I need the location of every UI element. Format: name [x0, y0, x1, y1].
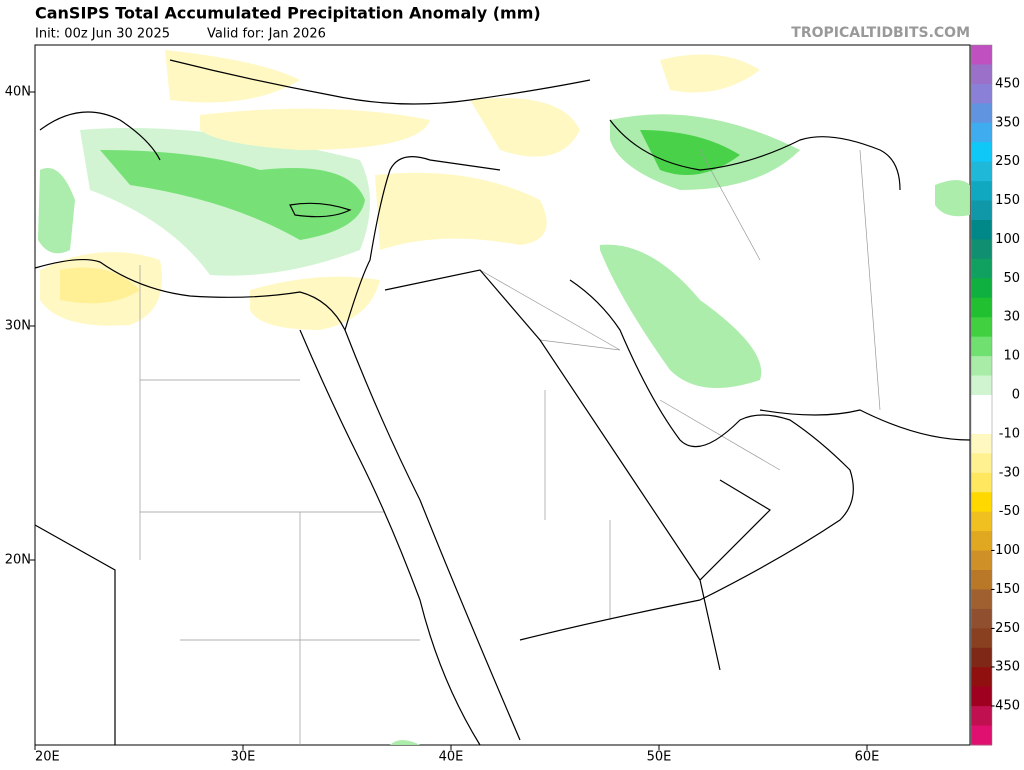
- colorbar-swatch: [971, 511, 992, 532]
- colorbar-label: 250: [995, 154, 1020, 169]
- lat-label: 40N: [5, 85, 31, 100]
- colorbar-swatch: [971, 356, 992, 377]
- coastlines: [34, 59, 971, 746]
- colorbar-label: -450: [990, 699, 1020, 714]
- lon-label: 20E: [35, 750, 60, 765]
- colorbar-label: 100: [995, 232, 1020, 247]
- map: [34, 44, 971, 746]
- colorbar-label: 450: [995, 76, 1020, 91]
- colorbar-swatch: [971, 258, 992, 279]
- axes: 20E 30E 40E 50E 60E 40N 30N 20N: [5, 85, 880, 765]
- colorbar-label: -50: [999, 504, 1020, 519]
- init-label: Init: 00z Jun 30 2025: [35, 27, 170, 42]
- colorbar-swatch: [971, 336, 992, 357]
- colorbar-swatch: [971, 181, 992, 202]
- colorbar-swatch: [971, 550, 992, 571]
- colorbar-swatch: [971, 317, 992, 338]
- colorbar-swatch: [971, 200, 992, 221]
- colorbar-frame: [970, 44, 993, 746]
- colorbar-swatch: [971, 706, 992, 727]
- colorbar-swatch: [971, 531, 992, 552]
- colorbar-swatch: [971, 103, 992, 124]
- colorbar-swatch: [971, 83, 992, 104]
- colorbar-swatch: [971, 414, 992, 435]
- colorbar-swatch: [971, 453, 992, 474]
- colorbar-swatch: [971, 725, 992, 746]
- colorbar-label: 10: [1003, 349, 1020, 364]
- lon-label: 40E: [439, 750, 464, 765]
- colorbar-swatch: [971, 297, 992, 318]
- colorbar-swatch: [971, 433, 992, 454]
- colorbar-swatch: [971, 375, 992, 396]
- colorbar-label: 150: [995, 193, 1020, 208]
- colorbar: 4503502501501005030100-10-30-50-100-150-…: [970, 44, 1020, 746]
- colorbar-label: 0: [1012, 388, 1020, 403]
- colorbar-label: 50: [1003, 271, 1020, 286]
- colorbar-swatch: [971, 161, 992, 182]
- colorbar-label: 30: [1003, 310, 1020, 325]
- colorbar-swatch: [971, 239, 992, 260]
- watermark: TROPICALTIDBITS.COM: [791, 25, 970, 41]
- colorbar-swatch: [971, 667, 992, 688]
- colorbar-swatch: [971, 589, 992, 610]
- colorbar-label: -30: [999, 465, 1020, 480]
- colorbar-swatch: [971, 142, 992, 163]
- colorbar-label: -150: [990, 582, 1020, 597]
- lat-label: 20N: [5, 553, 31, 568]
- borders: [139, 149, 881, 745]
- colorbar-label: 350: [995, 115, 1020, 130]
- lon-label: 30E: [231, 750, 256, 765]
- colorbar-swatch: [971, 64, 992, 85]
- colorbar-label: -100: [990, 543, 1020, 558]
- colorbar-swatch: [971, 472, 992, 493]
- colorbar-swatch: [971, 570, 992, 590]
- valid-label: Valid for: Jan 2026: [207, 27, 326, 42]
- colorbar-swatch: [971, 492, 992, 513]
- title: CanSIPS Total Accumulated Precipitation …: [35, 4, 541, 23]
- lat-label: 30N: [5, 319, 31, 334]
- colorbar-swatch: [971, 220, 992, 240]
- colorbar-label: -10: [999, 426, 1020, 441]
- colorbar-swatch: [971, 395, 992, 415]
- colorbar-swatch: [971, 686, 992, 707]
- lon-label: 60E: [855, 750, 880, 765]
- colorbar-swatch: [971, 122, 992, 143]
- colorbar-swatch: [971, 647, 992, 668]
- colorbar-swatch: [971, 278, 992, 299]
- colorbar-swatch: [971, 45, 992, 65]
- lon-label: 50E: [647, 750, 672, 765]
- colorbar-label: -350: [990, 660, 1020, 675]
- colorbar-swatch: [971, 628, 992, 649]
- anomaly-fill: [38, 50, 970, 745]
- colorbar-label: -250: [990, 621, 1020, 636]
- colorbar-swatch: [971, 608, 992, 629]
